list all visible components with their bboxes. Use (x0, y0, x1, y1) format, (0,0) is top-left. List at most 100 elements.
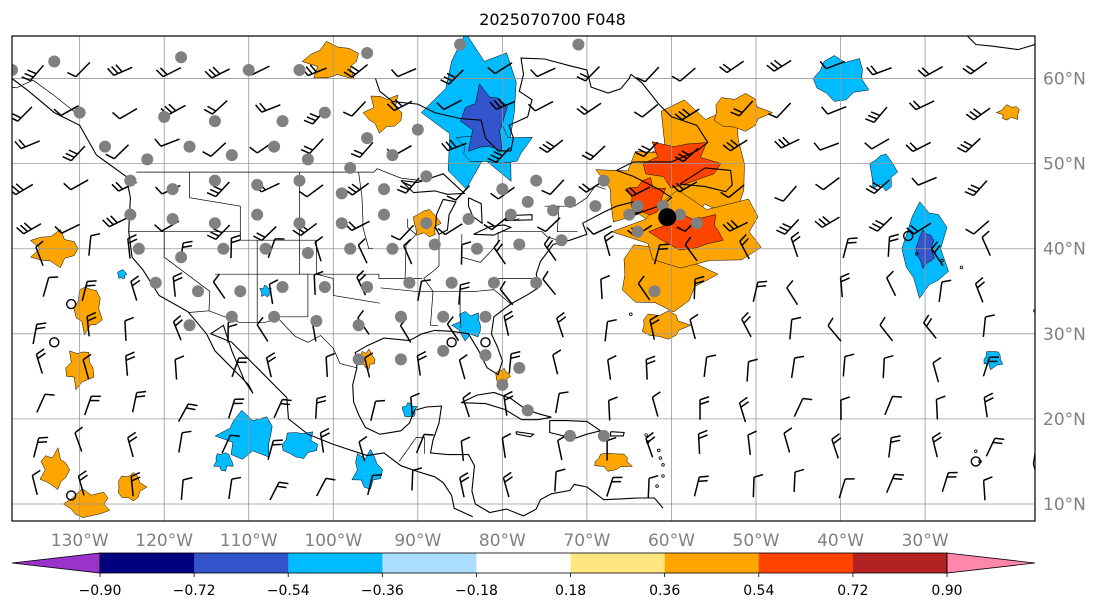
longitude-label: 60°W (648, 531, 695, 551)
station-marker (217, 242, 230, 255)
station-marker (394, 353, 407, 366)
wind-barb (931, 432, 942, 458)
wind-barb (982, 476, 993, 501)
station-marker (496, 183, 509, 196)
wind-barb (814, 215, 840, 229)
wind-barb (767, 102, 792, 119)
longitude-label: 120°W (135, 531, 193, 551)
wind-barb (106, 64, 133, 77)
wind-barb (815, 177, 840, 191)
wind-barb (35, 240, 44, 266)
political-border (502, 229, 558, 241)
wind-barb (604, 318, 617, 342)
station-marker (183, 319, 196, 332)
political-border (398, 437, 425, 462)
station-marker (403, 276, 416, 289)
station-marker (437, 344, 450, 357)
longitude-label: 110°W (220, 531, 278, 551)
station-marker (310, 315, 323, 328)
wind-barb (81, 280, 97, 302)
colorbar: −0.90 −0.72 −0.54 −0.36 −0.18 0.18 0.36 0.54 0.7… (11, 552, 1036, 599)
political-border (136, 168, 423, 181)
open-circle-marker (970, 456, 982, 467)
wind-barb (938, 279, 952, 302)
wind-barb (600, 274, 610, 300)
wind-barb (697, 429, 708, 454)
station-marker (124, 208, 137, 221)
small-island (629, 312, 633, 316)
wind-barb (974, 277, 985, 303)
wind-barb (21, 64, 45, 82)
station-marker (386, 242, 399, 255)
wind-barb (908, 100, 935, 111)
wind-barb (885, 270, 897, 297)
political-border (556, 206, 578, 233)
wind-barb (180, 476, 193, 500)
longitude-label: 70°W (563, 531, 610, 551)
small-island (661, 474, 665, 478)
wind-barb (440, 69, 464, 85)
wind-barb (722, 139, 748, 152)
station-marker (690, 217, 703, 230)
wind-barb (230, 234, 241, 259)
negative-anomaly-area (117, 269, 128, 279)
wind-barb (203, 100, 228, 115)
wind-barb (174, 355, 185, 380)
political-border (214, 273, 380, 304)
small-island (655, 484, 659, 488)
wind-barb (752, 473, 764, 498)
wind-barb (313, 270, 324, 295)
coastline (374, 57, 632, 152)
station-marker (597, 174, 610, 187)
wind-barb (503, 390, 514, 416)
wind-barb (499, 280, 514, 306)
wind-barb (172, 272, 183, 297)
wind-barb (606, 476, 623, 497)
wind-barb (831, 433, 842, 459)
coastline (352, 367, 664, 517)
station-marker (293, 64, 306, 77)
latitude-label: 60°N (1043, 70, 1086, 90)
negative-anomaly-area (983, 351, 1004, 371)
station-marker (166, 212, 179, 225)
small-island (658, 456, 663, 460)
longitude-label: 30°W (902, 531, 949, 551)
station-marker (158, 110, 171, 123)
wind-barb (489, 98, 516, 110)
station-marker (175, 51, 188, 64)
colorbar-tick-label: −0.72 (173, 583, 216, 599)
coastline (549, 420, 602, 440)
wind-barb (634, 141, 659, 158)
wind-barb (315, 477, 336, 497)
wind-barb (487, 147, 511, 163)
wind-barb (446, 185, 471, 201)
station-marker (420, 170, 433, 183)
wind-barb (102, 215, 128, 228)
wind-barb (54, 223, 80, 234)
wind-barb (774, 136, 800, 149)
wind-barb (172, 314, 183, 341)
wind-barb (446, 316, 460, 342)
wind-barb (866, 65, 892, 76)
wind-barb (459, 472, 470, 498)
wind-barb (647, 474, 659, 499)
negative-anomaly-area (259, 284, 272, 298)
station-marker (471, 242, 483, 255)
colorbar-extend-low (11, 552, 101, 574)
wind-barb (965, 107, 991, 121)
wind-barb (821, 105, 847, 115)
wind-barb (83, 395, 101, 416)
station-marker (276, 281, 289, 294)
wind-barb (437, 223, 463, 236)
wind-barb (624, 186, 651, 197)
wind-barb (12, 106, 33, 122)
colorbar-tick-label: −0.36 (361, 583, 404, 599)
wind-barb (981, 230, 992, 256)
colorbar-segment (664, 553, 760, 573)
wind-barb (483, 216, 508, 231)
wind-barb (962, 61, 988, 75)
wind-barb (884, 395, 903, 416)
small-island (959, 265, 964, 270)
station-marker (394, 310, 407, 323)
wind-barb (503, 310, 514, 336)
